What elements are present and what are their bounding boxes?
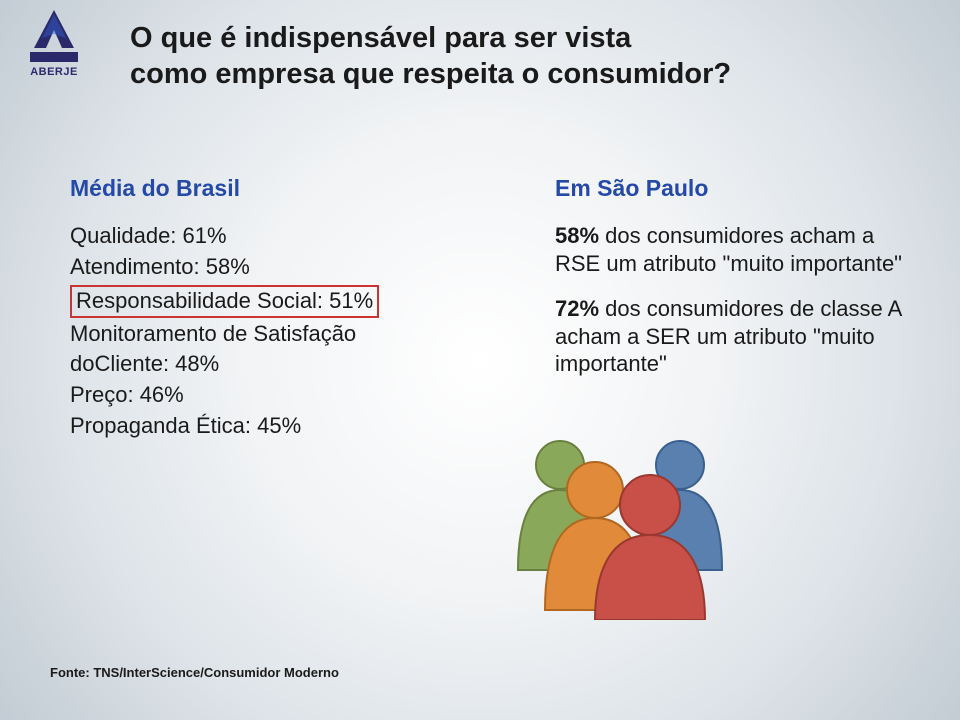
item-qualidade: Qualidade: 61% xyxy=(70,222,480,251)
item-atendimento: Atendimento: 58% xyxy=(70,253,480,282)
right-para-2: 72% dos consumidores de classe A acham a… xyxy=(555,295,905,378)
right-column: Em São Paulo 58% dos consumidores acham … xyxy=(555,175,905,396)
right-heading: Em São Paulo xyxy=(555,175,905,202)
title-line-2: como empresa que respeita o consumidor? xyxy=(130,58,731,90)
item-propaganda: Propaganda Ética: 45% xyxy=(70,412,480,441)
item-monitor-1: Monitoramento de Satisfação xyxy=(70,320,480,349)
right-para-1-pct: 58% xyxy=(555,223,605,248)
right-para-1: 58% dos consumidores acham a RSE um atri… xyxy=(555,222,905,277)
slide-title: O que é indispensável para ser vista com… xyxy=(130,20,830,93)
logo-mark xyxy=(24,8,84,68)
item-monitor-2: doCliente: 48% xyxy=(70,350,480,379)
right-para-1-text: dos consumidores acham a RSE um atributo… xyxy=(555,223,902,276)
right-para-2-text: dos consumidores de classe A acham a SER… xyxy=(555,296,901,376)
left-heading: Média do Brasil xyxy=(70,175,480,202)
item-preco: Preço: 46% xyxy=(70,381,480,410)
left-column: Média do Brasil Qualidade: 61% Atendimen… xyxy=(70,175,480,442)
right-para-2-pct: 72% xyxy=(555,296,605,321)
source-line: Fonte: TNS/InterScience/Consumidor Moder… xyxy=(50,665,339,680)
logo: ABERJE xyxy=(4,8,104,78)
item-rse-highlight: Responsabilidade Social: 51% xyxy=(70,285,379,318)
title-line-1: O que é indispensável para ser vista xyxy=(130,22,631,54)
people-illustration xyxy=(490,410,750,620)
logo-mark-svg xyxy=(24,8,84,68)
